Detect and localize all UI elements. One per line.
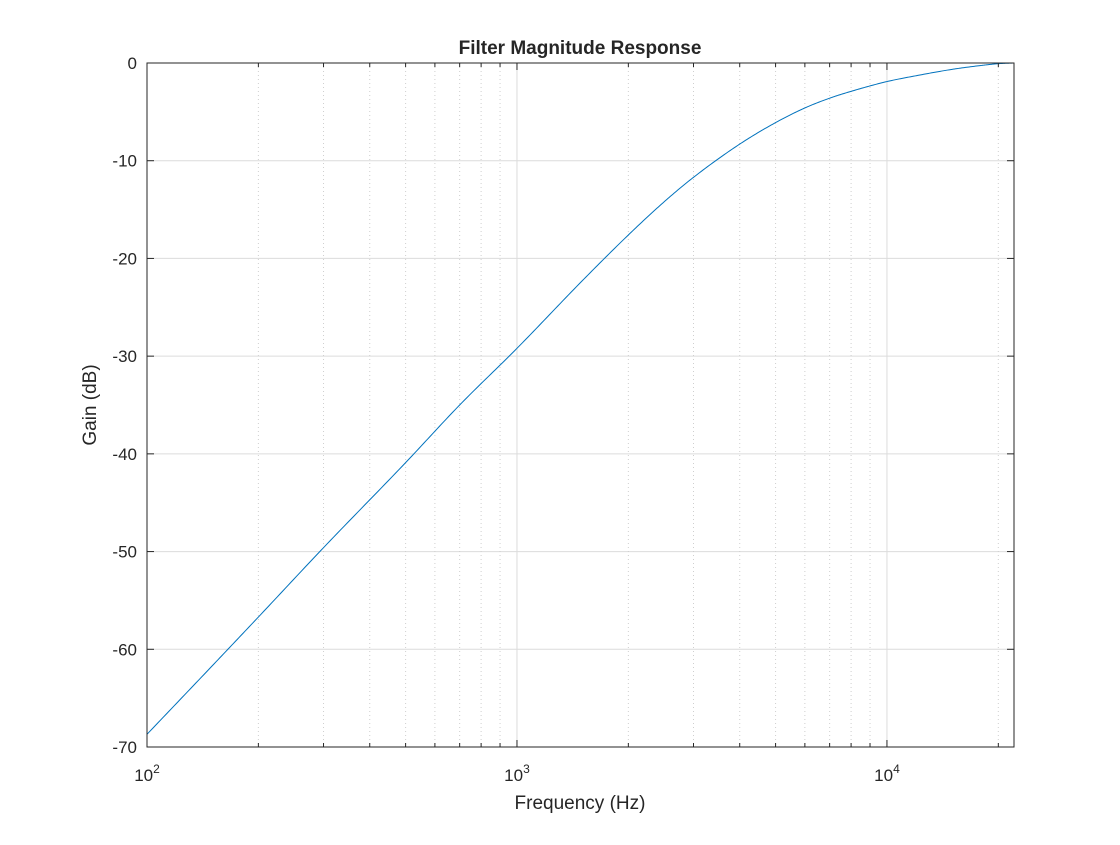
y-tick-label: -30 bbox=[112, 347, 137, 366]
x-tick-label: 102 bbox=[134, 762, 160, 785]
x-tick-label: 104 bbox=[874, 762, 900, 785]
chart-title: Filter Magnitude Response bbox=[459, 38, 702, 59]
x-tick-labels: 102 103 104 bbox=[134, 762, 900, 785]
series-line bbox=[146, 62, 1015, 735]
ticks bbox=[146, 62, 1014, 748]
grid bbox=[147, 63, 1014, 747]
y-tick-label: -60 bbox=[112, 640, 137, 659]
y-tick-label: -70 bbox=[112, 738, 137, 757]
series-layer bbox=[146, 62, 1015, 735]
x-axis-label: Frequency (Hz) bbox=[515, 793, 646, 814]
y-tick-label: -50 bbox=[112, 543, 137, 562]
y-axis-label: Gain (dB) bbox=[80, 364, 101, 445]
y-tick-label: -10 bbox=[112, 152, 137, 171]
y-tick-label: -20 bbox=[112, 249, 137, 268]
y-tick-labels: 0 -10 -20 -30 -40 -50 -60 -70 bbox=[112, 54, 137, 757]
y-tick-label: -40 bbox=[112, 445, 137, 464]
plot-area bbox=[147, 63, 1014, 747]
axes-box bbox=[146, 62, 1015, 748]
y-tick-label: 0 bbox=[128, 54, 137, 73]
x-tick-label: 103 bbox=[504, 762, 530, 785]
